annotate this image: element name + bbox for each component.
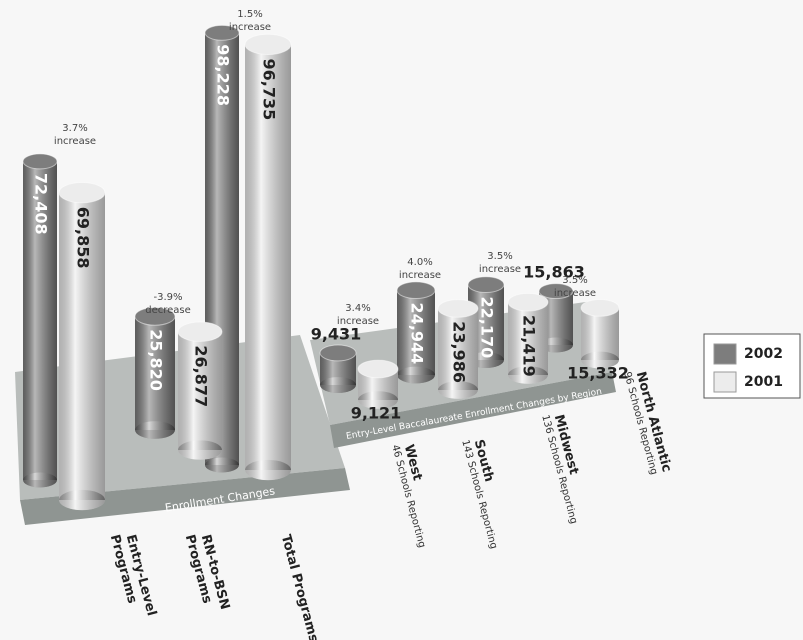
cylinder <box>507 292 549 384</box>
cylinder-top <box>580 299 620 317</box>
value-label: 24,944 <box>408 303 427 365</box>
cylinder <box>22 153 58 488</box>
cylinder <box>177 321 223 460</box>
cylinder-top <box>58 182 106 204</box>
value-label: 26,877 <box>192 345 211 407</box>
change-label: increase <box>229 22 271 33</box>
cylinder-top <box>467 276 505 294</box>
cylinder <box>134 307 176 439</box>
cylinder <box>437 299 479 399</box>
cylinder-shade <box>245 44 291 471</box>
value-label: 9,431 <box>311 324 362 343</box>
cylinder-shade <box>23 161 57 481</box>
cylinder-top <box>507 292 549 312</box>
cylinder <box>357 359 399 409</box>
change-label: increase <box>54 136 96 147</box>
cylinder-base-shade <box>508 366 548 384</box>
change-label: 3.4% <box>345 303 370 314</box>
change-label: increase <box>479 264 521 275</box>
cylinder-base-shade <box>205 457 239 473</box>
value-label: 15,863 <box>523 263 585 282</box>
value-label: 22,170 <box>478 297 497 359</box>
cylinder-base-shade <box>23 472 57 488</box>
cylinder-shade <box>59 192 105 500</box>
value-label: 21,419 <box>520 315 539 377</box>
value-label: 69,858 <box>74 207 93 269</box>
cylinder-base-shade <box>581 351 619 369</box>
change-label: increase <box>337 316 379 327</box>
change-label: -3.9% <box>153 292 182 303</box>
cylinder-base-shade <box>178 440 222 460</box>
change-label: decrease <box>145 305 191 316</box>
cylinder <box>580 299 620 369</box>
cylinder-base-shade <box>320 377 356 393</box>
change-label: 3.7% <box>62 123 87 134</box>
cylinder-base-shade <box>438 381 478 399</box>
cylinder-top <box>396 281 436 300</box>
cylinder-shade <box>508 302 548 375</box>
cylinder-base-shade <box>245 459 291 481</box>
cylinder-top <box>437 299 479 318</box>
cylinder-shade <box>178 331 222 450</box>
value-label: 72,408 <box>32 173 51 235</box>
cylinder-base-shade <box>358 391 398 409</box>
value-label: 9,121 <box>351 404 402 423</box>
legend-swatch <box>713 371 737 393</box>
cylinder <box>244 33 292 481</box>
cylinder <box>58 182 106 511</box>
value-label: 23,986 <box>450 321 469 383</box>
change-label: 4.0% <box>407 257 432 268</box>
cylinder-base-shade <box>135 421 175 439</box>
value-label: 25,820 <box>147 329 166 391</box>
cylinder-top <box>244 33 292 55</box>
change-label: 3.5% <box>487 251 512 262</box>
legend-label: 2002 <box>744 346 783 362</box>
change-label: 3.5% <box>562 275 587 286</box>
cylinder <box>319 344 357 393</box>
platform-front <box>20 468 350 525</box>
legend-swatch <box>713 343 737 365</box>
change-label: 1.5% <box>237 9 262 20</box>
change-label: increase <box>554 288 596 299</box>
cylinder-top <box>204 24 240 41</box>
legend: 2002 2001 <box>713 343 783 393</box>
cylinder-shade <box>397 290 435 375</box>
cylinder <box>396 281 436 384</box>
change-label: increase <box>399 270 441 281</box>
cylinder-top <box>538 283 574 300</box>
cylinder-base-shade <box>59 489 105 511</box>
cylinder-top <box>177 321 223 342</box>
value-label: 96,735 <box>260 58 279 120</box>
legend-label: 2001 <box>744 374 783 390</box>
cylinder-shade <box>438 308 478 390</box>
cylinder-top <box>319 344 357 362</box>
value-label: 15,332 <box>567 364 629 383</box>
cylinder-top <box>357 359 399 379</box>
cylinder-top <box>22 153 58 170</box>
cylinder-top <box>134 307 176 326</box>
value-label: 98,228 <box>214 44 233 106</box>
cylinder-base-shade <box>397 366 435 384</box>
platform-front <box>330 372 616 448</box>
cylinder-shade <box>135 316 175 430</box>
